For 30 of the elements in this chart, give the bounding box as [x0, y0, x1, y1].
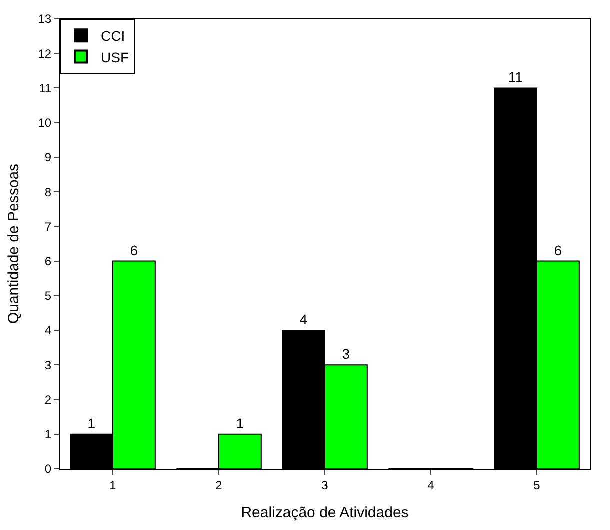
y-tick-label: 12: [38, 46, 52, 61]
data-label: 3: [342, 346, 350, 362]
x-tick-label: 2: [216, 478, 223, 492]
y-tick-label: 4: [44, 324, 52, 338]
y-axis-title: Quantidade de Pessoas: [5, 164, 22, 324]
x-tick-label: 5: [534, 478, 541, 492]
y-tick-label: 0: [44, 462, 52, 476]
data-label: 4: [300, 312, 308, 328]
x-tick-label: 4: [428, 478, 435, 492]
data-label: 6: [554, 242, 562, 258]
data-label: 1: [236, 415, 244, 432]
data-label: 11: [508, 69, 524, 86]
x-axis-title: Realização de Atividades: [241, 504, 409, 522]
y-tick-label: 5: [44, 289, 52, 304]
y-tick-label: 10: [38, 116, 52, 130]
legend-label: CCI: [101, 28, 126, 44]
legend-label: USF: [101, 49, 129, 66]
y-tick-label: 3: [44, 358, 52, 372]
x-tick-label: 3: [322, 478, 329, 492]
y-tick-label: 9: [44, 150, 52, 165]
y-tick-label: 6: [44, 254, 52, 269]
y-tick-label: 1: [44, 428, 52, 442]
y-tick-label: 2: [44, 392, 52, 407]
y-tick-label: 13: [38, 12, 52, 26]
data-label: 6: [130, 242, 138, 258]
y-tick-label: 11: [39, 81, 52, 96]
data-label: 1: [88, 415, 96, 432]
y-tick-label: 7: [44, 220, 52, 234]
y-tick-label: 8: [44, 185, 52, 200]
x-tick-label: 1: [110, 478, 117, 492]
